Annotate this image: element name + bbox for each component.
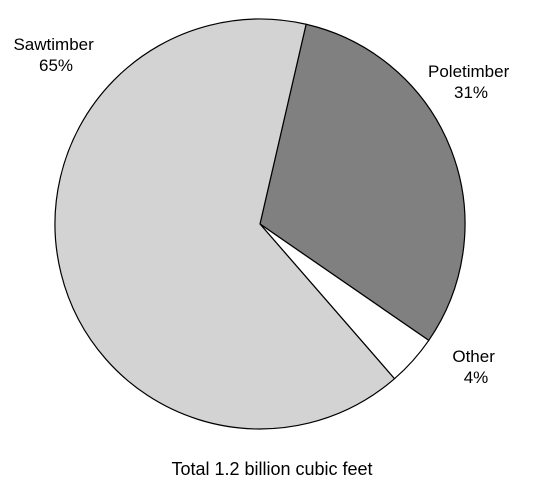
chart-caption: Total 1.2 billion cubic feet: [171, 459, 372, 479]
sawtimber-name: Sawtimber: [13, 35, 94, 54]
sawtimber-label: Sawtimber 65%: [13, 35, 98, 75]
other-label: Other 4%: [452, 347, 499, 387]
poletimber-label: Poletimber 31%: [428, 62, 514, 102]
other-percent: 4%: [464, 368, 489, 387]
other-name: Other: [452, 347, 495, 366]
pie-slice-poletimber: [259, 23, 466, 342]
pie-slice-sawtimber: [54, 18, 396, 430]
poletimber-percent: 31%: [454, 83, 488, 102]
poletimber-name: Poletimber: [428, 62, 510, 81]
pie-slices: [54, 18, 466, 430]
sawtimber-percent: 65%: [39, 56, 73, 75]
